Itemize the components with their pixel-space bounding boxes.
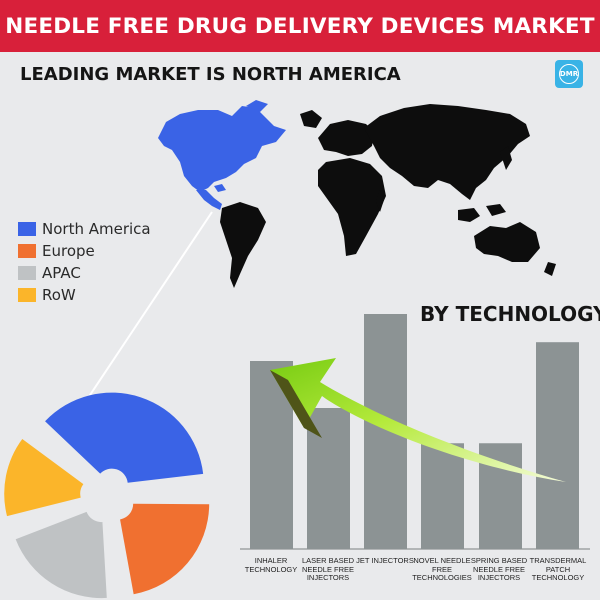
- technology-heading: BY TECHNOLOGY: [420, 302, 600, 326]
- page-title: NEEDLE FREE DRUG DELIVERY DEVICES MARKET: [5, 13, 595, 39]
- world-map: [158, 100, 556, 288]
- pie-slice-row: [4, 438, 84, 517]
- legend-item-apac: APAC: [18, 262, 151, 284]
- region-legend: North America Europe APAC RoW: [18, 218, 151, 306]
- pie-slice-apac: [15, 511, 107, 599]
- trend-arrow: [270, 358, 566, 482]
- trend-arrow-shadow: [270, 370, 322, 438]
- company-logo: DMR: [555, 60, 583, 88]
- bar-6: [536, 342, 579, 549]
- legend-item-row: RoW: [18, 284, 151, 306]
- legend-swatch: [18, 222, 36, 236]
- map-north-america: [158, 100, 286, 210]
- legend-label: APAC: [42, 264, 81, 282]
- bar-4: [421, 443, 464, 549]
- legend-swatch: [18, 266, 36, 280]
- pie-slice-europe: [120, 503, 210, 595]
- pointer-line: [87, 211, 213, 399]
- legend-label: Europe: [42, 242, 95, 260]
- tick-label-inhaler: INHALER TECHNOLOGY: [244, 556, 298, 574]
- tick-label-jet-injectors: JET INJECTORS: [356, 556, 414, 565]
- tick-label-transdermal-patch: TRANSDERMAL PATCH TECHNOLOGY: [529, 556, 587, 582]
- legend-swatch: [18, 244, 36, 258]
- pie-slice-north-america: [45, 392, 204, 483]
- tick-label-laser-based: LASER BASED NEEDLE FREE INJECTORS: [301, 556, 355, 582]
- map-rest-of-world: [220, 104, 556, 288]
- legend-item-europe: Europe: [18, 240, 151, 262]
- legend-label: North America: [42, 220, 151, 238]
- legend-item-north-america: North America: [18, 218, 151, 240]
- tick-label-novel-needle-free: NOVEL NEEDLE FREE TECHNOLOGIES: [412, 556, 472, 582]
- title-banner: NEEDLE FREE DRUG DELIVERY DEVICES MARKET: [0, 0, 600, 52]
- legend-swatch: [18, 288, 36, 302]
- leading-market-heading: LEADING MARKET IS NORTH AMERICA: [20, 64, 401, 85]
- tick-label-spring-based: SPRING BASED NEEDLE FREE INJECTORS: [470, 556, 528, 582]
- legend-label: RoW: [42, 286, 76, 304]
- logo-mark: DMR: [559, 64, 579, 84]
